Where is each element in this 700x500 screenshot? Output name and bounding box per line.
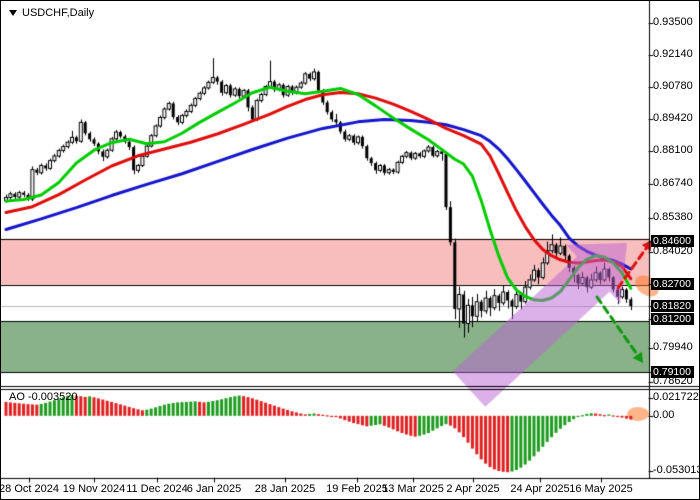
triangle-down-icon (9, 10, 17, 16)
ao-indicator-value: -0.003520 (27, 391, 78, 403)
ao-indicator-name: AO (9, 391, 25, 403)
symbol-title-text: USDCHF,Daily (22, 7, 95, 19)
ao-indicator-label: AO -0.003520 (9, 391, 78, 403)
symbol-title: USDCHF,Daily (9, 7, 94, 19)
